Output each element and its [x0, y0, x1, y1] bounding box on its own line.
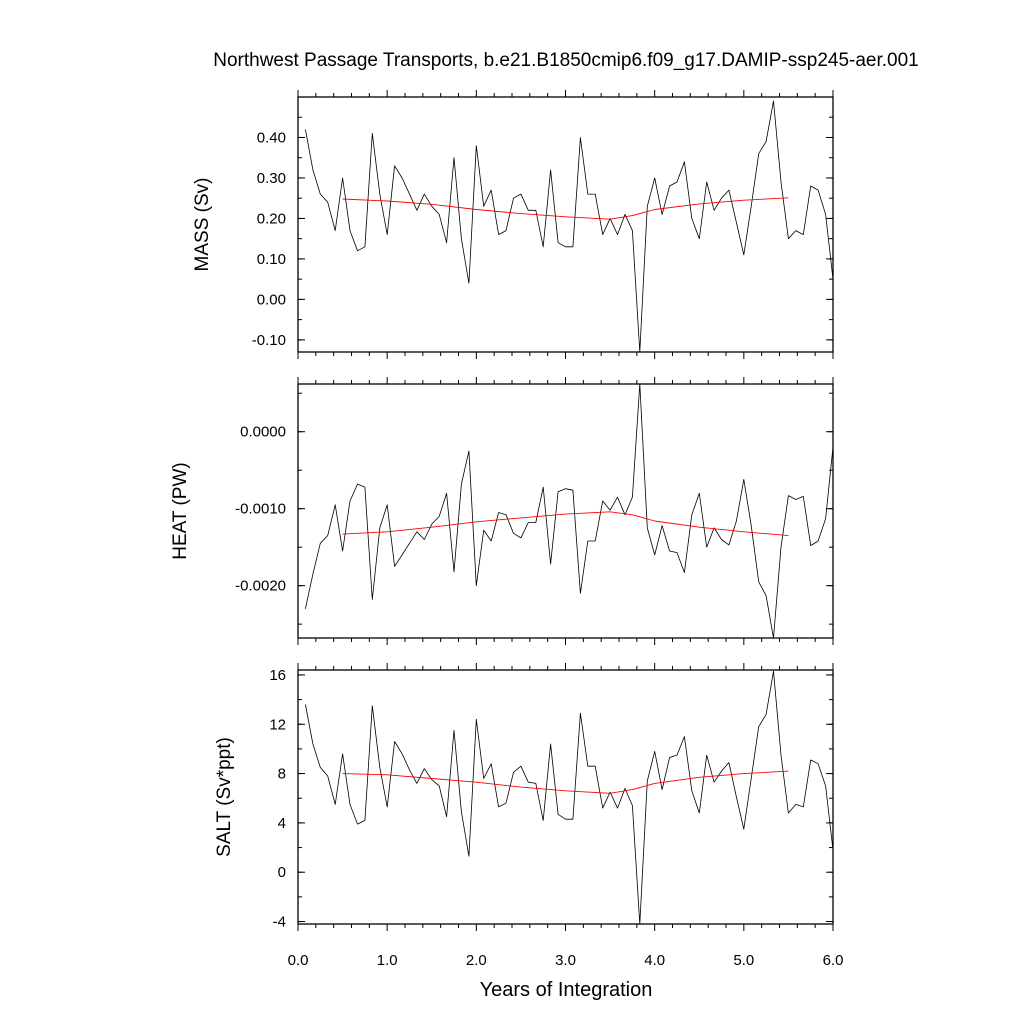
x-tick-label: 6.0: [823, 952, 844, 969]
chart-title: Northwest Passage Transports, b.e21.B185…: [213, 50, 919, 71]
x-tick-label: 2.0: [466, 952, 487, 969]
heat-smoothed-series-line: [342, 511, 789, 537]
salt-y-tick-label: 12: [269, 716, 286, 733]
salt-y-tick-label: 16: [269, 667, 286, 684]
salt-y-tick-label: -4: [273, 914, 286, 931]
salt-y-tick-label: 4: [278, 815, 286, 832]
heat-plot-frame: [297, 383, 834, 639]
heat-y-tick-label: -0.0010: [235, 501, 286, 518]
mass-y-tick-label: 0.20: [257, 210, 286, 227]
mass-y-axis-label: MASS (Sv): [192, 178, 213, 272]
mass-y-tick-label: 0.00: [257, 291, 286, 308]
panel-salt: -4 0 4 8 12 16 SALT (Sv*ppt): [214, 663, 834, 931]
x-tick-label: 5.0: [733, 952, 754, 969]
salt-y-tick-label: 8: [278, 766, 286, 783]
mass-smoothed-series-line: [342, 197, 789, 220]
x-axis-tick-labels: 0.0 1.0 2.0 3.0 4.0 5.0 6.0: [288, 952, 844, 969]
x-tick-label: 3.0: [555, 952, 576, 969]
salt-plot-frame: [297, 669, 834, 925]
x-tick-label: 0.0: [288, 952, 309, 969]
mass-raw-series-line: [305, 100, 833, 353]
heat-raw-series-line: [305, 383, 833, 639]
salt-y-axis-label: SALT (Sv*ppt): [214, 737, 235, 857]
x-tick-label: 4.0: [644, 952, 665, 969]
panel-heat: -0.0020 -0.0010 0.0000 HEAT (PW): [170, 377, 834, 645]
heat-y-axis-label: HEAT (PW): [170, 462, 191, 559]
x-tick-label: 1.0: [377, 952, 398, 969]
mass-plot-frame: [297, 96, 834, 353]
heat-y-tick-label: 0.0000: [240, 424, 286, 441]
mass-y-tick-label: -0.10: [252, 332, 286, 349]
panel-mass: -0.10 0.00 0.10 0.20 0.30 0.40 MASS (Sv): [192, 90, 834, 359]
salt-smoothed-series-line: [342, 770, 789, 794]
salt-raw-series-line: [305, 670, 833, 925]
mass-y-tick-label: 0.40: [257, 129, 286, 146]
mass-y-tick-label: 0.10: [257, 251, 286, 268]
x-axis-label: Years of Integration: [480, 979, 653, 1001]
mass-y-tick-label: 0.30: [257, 170, 286, 187]
salt-y-tick-label: 0: [278, 864, 286, 881]
heat-y-tick-label: -0.0020: [235, 578, 286, 595]
